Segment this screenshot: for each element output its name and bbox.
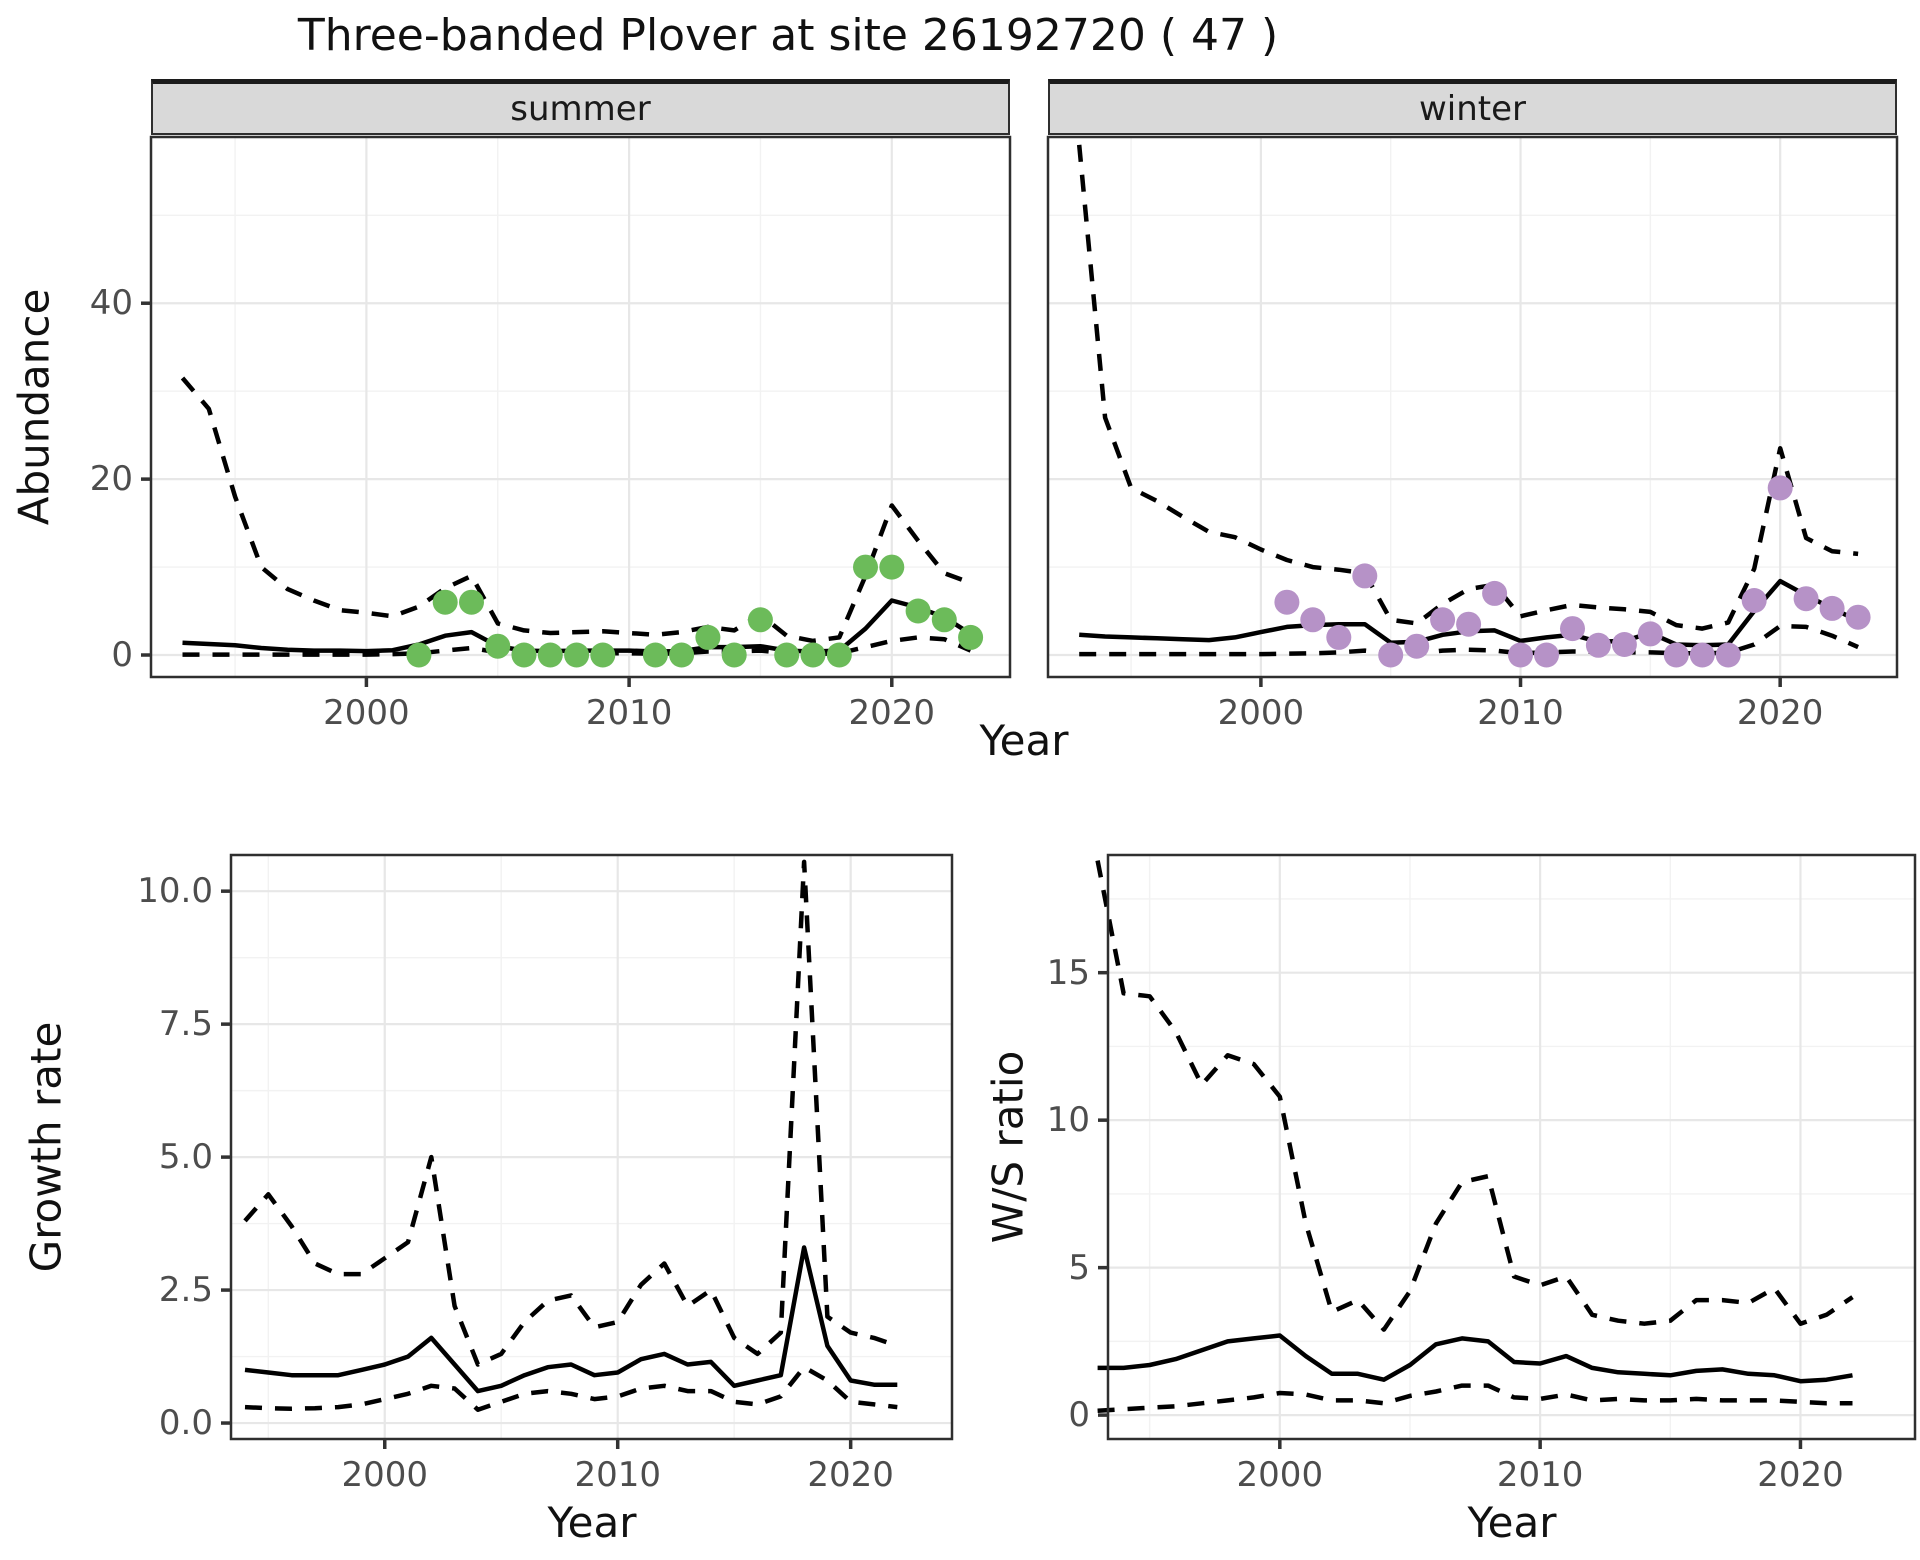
summer-data-point (905, 598, 931, 624)
winter-data-point (1456, 611, 1482, 637)
summer-ci-line (180, 376, 972, 644)
winter-ci-line (1076, 144, 1859, 631)
x-tick-label: 2000 (323, 693, 410, 733)
summer-data-point (958, 624, 984, 650)
x-tick-label: 2000 (1236, 1455, 1324, 1495)
summer-data-point (564, 642, 590, 668)
summer-data-point (537, 642, 563, 668)
winter-data-point (1767, 475, 1793, 501)
y-tick-label: 0.0 (158, 1403, 213, 1444)
panel-winter (1046, 135, 1899, 687)
summer-data-point (669, 642, 695, 668)
summer-data-point (853, 554, 878, 580)
growth-median-line (244, 1245, 898, 1394)
y-tick-label: 10 (1046, 1100, 1090, 1141)
panel-border (1046, 135, 1899, 679)
facet-strip-summer: summer (151, 79, 1010, 135)
x-axis-title-year-ws: Year (1467, 1498, 1557, 1547)
summer-data-point (774, 642, 800, 668)
x-axis-title-year-growth: Year (547, 1498, 637, 1547)
y-tick-label: 0 (111, 635, 133, 675)
y-tick-label: 7.5 (158, 1004, 213, 1045)
winter-data-point (1326, 624, 1352, 650)
x-tick-label: 2000 (341, 1455, 429, 1495)
winter-data-point (1637, 621, 1663, 647)
winter-data-point (1404, 633, 1430, 659)
y-tick-label: 15 (1046, 952, 1090, 993)
x-tick-label: 2010 (574, 1455, 661, 1495)
facet-strip-winter-label: winter (1418, 88, 1527, 129)
panel-growth (221, 853, 954, 1449)
winter-data-point (1534, 642, 1559, 668)
winter-data-point (1300, 607, 1326, 633)
y-tick-label: 20 (89, 459, 133, 500)
winter-data-point (1845, 604, 1871, 630)
summer-data-point (879, 554, 905, 580)
panel-ws (1095, 853, 1917, 1449)
ws-median-line (1097, 1333, 1853, 1384)
winter-data-point (1508, 642, 1533, 668)
winter-data-point (1663, 642, 1689, 668)
growth-ci-line (244, 1364, 898, 1412)
x-tick-label: 2010 (1496, 1455, 1584, 1495)
y-tick-label: 2.5 (158, 1270, 213, 1311)
ws-ci-line (1095, 860, 1854, 1332)
summer-data-point (800, 642, 826, 668)
x-axis-title-year-top: Year (979, 716, 1069, 765)
x-tick-label: 2010 (1477, 693, 1564, 733)
panel-border (149, 135, 1012, 679)
summer-data-point (695, 624, 721, 650)
winter-data-point (1274, 589, 1300, 615)
winter-ci-line (1079, 623, 1860, 657)
winter-data-point (1793, 586, 1819, 612)
winter-data-point (1352, 563, 1378, 589)
winter-data-point (1585, 632, 1611, 658)
winter-data-point (1560, 616, 1585, 642)
y-axis-title-growth-rate: Growth rate (21, 1021, 71, 1273)
summer-data-point (931, 607, 957, 633)
winter-data-point (1482, 580, 1508, 606)
y-tick-label: 5.0 (158, 1137, 213, 1178)
panel-border (1106, 853, 1917, 1441)
ws-ci-line (1097, 1383, 1853, 1413)
summer-data-point (642, 642, 668, 668)
summer-data-point (747, 607, 773, 633)
summer-data-point (432, 589, 458, 615)
growth-ci-line (243, 859, 899, 1367)
winter-data-point (1689, 642, 1715, 668)
summer-data-point (485, 633, 511, 659)
winter-data-point (1741, 588, 1767, 613)
winter-data-point (1611, 632, 1637, 657)
summer-data-point (721, 642, 747, 668)
winter-data-point (1378, 642, 1404, 668)
x-tick-label: 2020 (807, 1455, 894, 1495)
y-tick-label: 0 (1068, 1395, 1090, 1436)
summer-data-point (826, 642, 852, 668)
summer-data-point (590, 642, 616, 668)
y-tick-label: 5 (1068, 1247, 1090, 1288)
x-tick-label: 2010 (585, 693, 673, 733)
plot-title: Three-banded Plover at site 26192720 ( 4… (297, 10, 1279, 61)
x-tick-label: 2020 (1757, 1455, 1844, 1495)
y-tick-label: 10.0 (137, 871, 213, 912)
x-tick-label: 2000 (1217, 693, 1305, 733)
winter-data-point (1715, 642, 1741, 668)
winter-data-point (1819, 595, 1845, 621)
panel-border (229, 853, 954, 1441)
y-axis-title-ws-ratio: W/S ratio (983, 1050, 1033, 1244)
summer-data-point (459, 589, 484, 615)
facet-strip-summer-label: summer (510, 88, 651, 129)
winter-data-point (1430, 607, 1456, 633)
summer-data-point (511, 642, 537, 668)
y-tick-label: 40 (89, 283, 133, 324)
facet-strip-winter: winter (1048, 79, 1897, 135)
summer-data-point (406, 642, 432, 668)
x-tick-label: 2020 (848, 693, 936, 733)
x-tick-label: 2020 (1736, 693, 1824, 733)
panel-summer (141, 135, 1012, 687)
